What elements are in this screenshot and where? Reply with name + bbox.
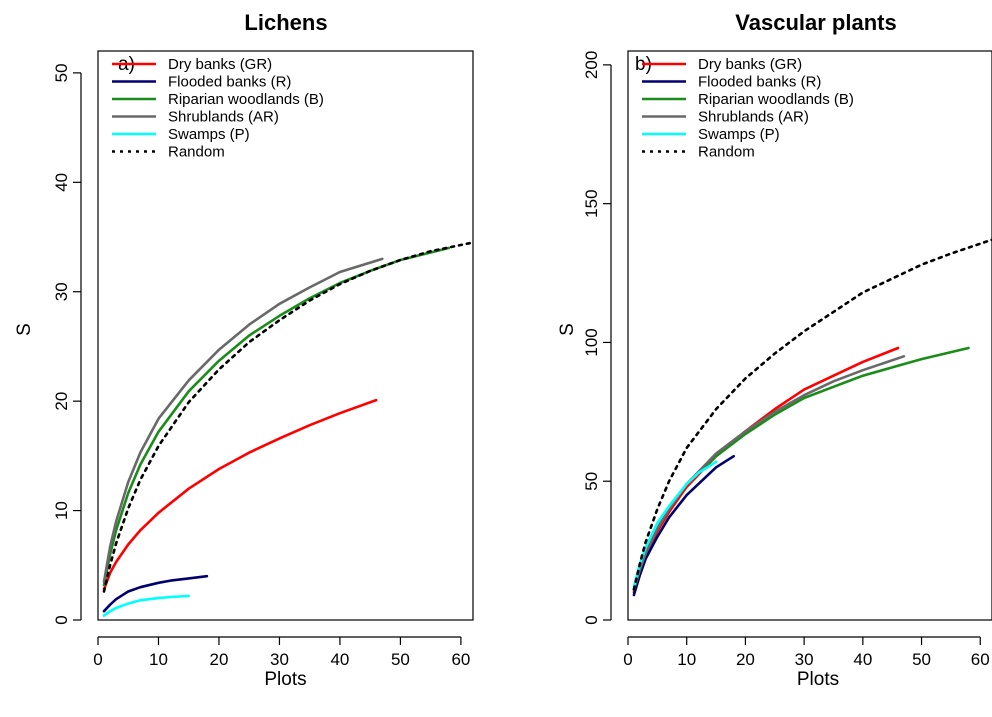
series-line-riparian-woodlands-b [632, 346, 970, 591]
series-line-flooded-banks-r [102, 574, 209, 613]
y-tick-label: 0 [582, 615, 601, 624]
series-line-dry-banks-gr [632, 346, 900, 594]
legend-label: Flooded banks (R) [698, 74, 821, 91]
y-tick-label: 100 [582, 328, 601, 356]
x-tick-label: 60 [971, 650, 990, 669]
x-tick-label: 50 [912, 650, 931, 669]
plot-frame [97, 50, 474, 621]
series-group [632, 238, 992, 597]
y-tick-label: 20 [52, 392, 71, 411]
series-line-flooded-banks-r [632, 454, 736, 597]
x-tick-label: 30 [795, 650, 814, 669]
x-tick-label: 30 [270, 650, 289, 669]
legend: Dry banks (GR)Flooded banks (R)Riparian … [112, 56, 324, 161]
y-axis-title: S [14, 323, 35, 336]
series-line-shrublands-ar [102, 257, 384, 584]
legend: Dry banks (GR)Flooded banks (R)Riparian … [642, 56, 854, 161]
x-tick-label: 20 [210, 650, 229, 669]
y-tick-label: 30 [52, 282, 71, 301]
legend-label: Random [168, 144, 225, 161]
series-line-random [102, 241, 473, 593]
x-tick-label: 10 [149, 650, 168, 669]
legend-label: Swamps (P) [698, 126, 780, 143]
y-tick-label: 50 [582, 472, 601, 491]
legend-label: Shrublands (AR) [698, 109, 809, 126]
legend-label: Riparian woodlands (B) [168, 91, 324, 108]
x-tick-label: 0 [93, 650, 102, 669]
series-line-riparian-woodlands-b [102, 246, 451, 587]
legend-label: Swamps (P) [168, 126, 250, 143]
legend-label: Shrublands (AR) [168, 109, 279, 126]
series-line-dry-banks-gr [102, 398, 378, 591]
legend-label: Dry banks (GR) [168, 56, 272, 73]
legend-label: Dry banks (GR) [698, 56, 802, 73]
y-tick-label: 0 [52, 615, 71, 624]
series-line-swamps-p [102, 594, 190, 617]
x-axis-title: Plots [797, 669, 839, 690]
x-axis-title: Plots [264, 669, 306, 690]
y-tick-label: 50 [52, 63, 71, 82]
x-tick-label: 40 [330, 650, 349, 669]
chart-title: Lichens [244, 10, 327, 35]
y-tick-label: 150 [582, 189, 601, 217]
legend-label: Random [698, 144, 755, 161]
series-line-shrublands-ar [632, 354, 906, 591]
y-tick-label: 200 [582, 51, 601, 79]
x-tick-label: 10 [677, 650, 696, 669]
y-tick-label: 10 [52, 501, 71, 520]
x-tick-label: 60 [451, 650, 470, 669]
legend-label: Riparian woodlands (B) [698, 91, 854, 108]
series-line-random [632, 238, 992, 591]
y-tick-label: 40 [52, 173, 71, 192]
x-tick-label: 0 [623, 650, 632, 669]
series-line-swamps-p [632, 460, 718, 589]
x-tick-label: 50 [391, 650, 410, 669]
series-group [102, 241, 473, 617]
x-tick-label: 40 [853, 650, 872, 669]
plot-frame [627, 50, 992, 621]
x-tick-label: 20 [736, 650, 755, 669]
chart-title: Vascular plants [735, 10, 896, 35]
legend-label: Flooded banks (R) [168, 74, 291, 91]
y-axis-title: S [557, 323, 578, 336]
